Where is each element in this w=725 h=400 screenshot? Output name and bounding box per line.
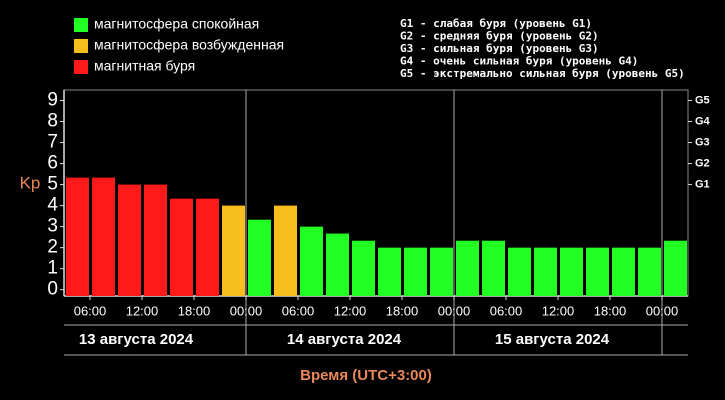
bar [66, 177, 89, 296]
x-tick-label: 12:00 [334, 303, 367, 318]
y2-tick-label: G5 [695, 94, 710, 106]
x-tick-label: 06:00 [490, 303, 523, 318]
bar [378, 247, 401, 296]
x-tick-label: 00:00 [230, 303, 263, 318]
y-axis-label: Kp [20, 173, 41, 192]
bar [196, 198, 219, 296]
day-label: 13 августа 2024 [79, 331, 194, 348]
x-tick-label: 18:00 [178, 303, 211, 318]
bar [534, 247, 557, 296]
bar [560, 247, 583, 296]
bar [638, 247, 661, 296]
y2-tick-label: G2 [695, 157, 710, 169]
legend-swatch [74, 18, 88, 32]
x-tick-label: 12:00 [126, 303, 159, 318]
bar [274, 205, 297, 296]
bar [222, 205, 245, 296]
y2-tick-label: G1 [695, 178, 710, 190]
bar [482, 240, 505, 296]
bar [300, 226, 323, 296]
legend-label: магнитосфера спокойная [94, 16, 259, 32]
g-legend-label: G1 - слабая буря (уровень G1) [400, 17, 592, 30]
day-label: 14 августа 2024 [287, 331, 402, 348]
bar [508, 247, 531, 296]
y-tick-label: 0 [47, 279, 58, 300]
bar [326, 233, 349, 296]
y-tick-label: 8 [47, 111, 58, 132]
legend-swatch [74, 39, 88, 53]
bar [170, 198, 193, 296]
bar [430, 247, 453, 296]
y-tick-label: 3 [47, 216, 58, 237]
g-legend-label: G3 - сильная буря (уровень G3) [400, 42, 599, 55]
bar [248, 219, 271, 296]
legend-swatch [74, 60, 88, 74]
bar [352, 240, 375, 296]
y-tick-label: 1 [47, 258, 58, 279]
day-label: 15 августа 2024 [495, 331, 610, 348]
g-legend-label: G5 - экстремально сильная буря (уровень … [400, 67, 685, 80]
bar [612, 247, 635, 296]
bar [144, 184, 167, 296]
bar [404, 247, 427, 296]
x-tick-label: 00:00 [438, 303, 471, 318]
y-tick-label: 4 [47, 195, 58, 216]
y-tick-label: 5 [47, 174, 58, 195]
y2-tick-label: G4 [695, 115, 711, 127]
bar [92, 177, 115, 296]
y-tick-label: 2 [47, 237, 58, 258]
x-tick-label: 06:00 [282, 303, 315, 318]
bar [586, 247, 609, 296]
x-tick-label: 12:00 [542, 303, 575, 318]
g-legend-label: G4 - очень сильная буря (уровень G4) [400, 55, 638, 68]
x-tick-label: 06:00 [74, 303, 107, 318]
legend-label: магнитосфера возбужденная [94, 37, 284, 53]
legend-label: магнитная буря [94, 58, 195, 74]
bar [664, 240, 687, 296]
bar [456, 240, 479, 296]
y-tick-label: 7 [47, 132, 58, 153]
x-axis-label: Время (UTC+3:00) [300, 367, 432, 384]
y-tick-label: 9 [47, 90, 58, 111]
x-tick-label: 00:00 [646, 303, 679, 318]
bar [118, 184, 141, 296]
g-legend-label: G2 - средняя буря (уровень G2) [400, 30, 599, 43]
y-tick-label: 6 [47, 153, 58, 174]
x-tick-label: 18:00 [386, 303, 419, 318]
y2-tick-label: G3 [695, 136, 710, 148]
x-tick-label: 18:00 [594, 303, 627, 318]
